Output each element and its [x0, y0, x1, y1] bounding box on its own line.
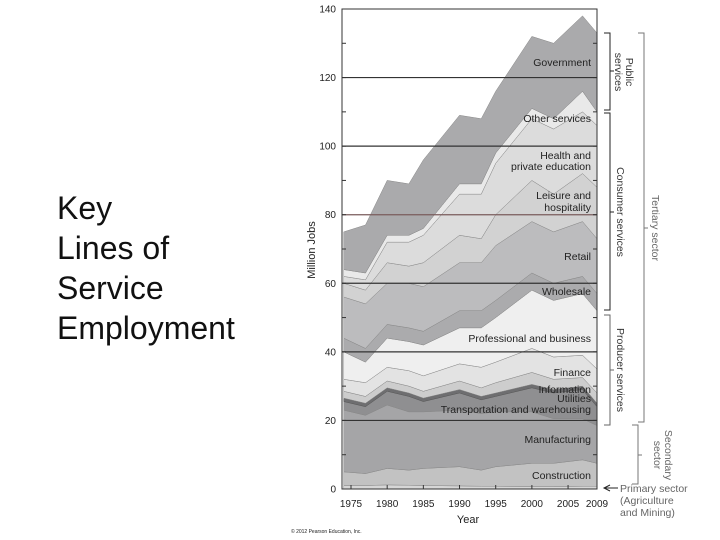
area-labels: Government Other services Health and pri… [441, 57, 592, 482]
x-tick-label: 1990 [448, 499, 471, 510]
label-health-2: private education [511, 161, 591, 173]
x-tick-label: 2000 [521, 499, 544, 510]
label-leisure-2: hospitality [544, 202, 591, 214]
title-line: Key [57, 190, 113, 226]
label-construction: Construction [532, 470, 591, 482]
label-transport: Transportation and warehousing [441, 404, 591, 416]
bracket-producer [604, 314, 614, 426]
label-primary-1: Primary sector [620, 483, 688, 495]
label-tertiary: Tertiary sector [649, 195, 661, 261]
label-leisure-1: Leisure and [536, 190, 591, 202]
x-tick-label: 1985 [412, 499, 435, 510]
title-line: Lines of [57, 230, 170, 266]
label-other-services: Other services [523, 113, 591, 125]
label-utilities: Utilities [557, 393, 591, 405]
y-axis-label: Million Jobs [306, 221, 318, 279]
label-consumer: Consumer services [614, 167, 626, 257]
x-axis-label: Year [457, 514, 480, 526]
label-primary-3: and Mining) [620, 507, 675, 519]
label-public-1: Public [623, 58, 635, 87]
area-layers [343, 15, 598, 490]
bracket-tertiary [638, 32, 648, 423]
title-line: Service [57, 270, 164, 306]
arrow-primary-icon [602, 484, 618, 492]
label-information: Information [538, 384, 591, 396]
y-tick-label: 20 [325, 416, 337, 427]
label-wholesale: Wholesale [542, 286, 591, 298]
label-primary-2: (Agriculture [620, 495, 674, 507]
label-professional: Professional and business [468, 333, 591, 345]
title-line: Employment [57, 310, 235, 346]
x-axis: 1975 1980 1985 1990 1995 2000 2005 2009 [340, 485, 609, 510]
label-finance: Finance [554, 367, 592, 379]
y-tick-label: 60 [325, 279, 337, 290]
y-tick-label: 80 [325, 210, 337, 221]
label-retail: Retail [564, 251, 591, 263]
label-public-2: services [612, 53, 624, 92]
x-tick-label: 1995 [485, 499, 508, 510]
slide-title: Key Lines of Service Employment [57, 188, 235, 348]
y-tick-label: 120 [319, 73, 336, 84]
label-secondary-2: sector [651, 441, 663, 470]
x-tick-label: 1975 [340, 499, 363, 510]
copyright: © 2012 Pearson Education, Inc. [291, 528, 362, 535]
bracket-secondary [632, 424, 642, 485]
y-tick-label: 100 [319, 142, 336, 153]
sector-brackets [602, 32, 648, 492]
label-secondary-1: Secondary [662, 430, 674, 481]
x-tick-label: 2009 [586, 499, 609, 510]
label-producer: Producer services [614, 328, 626, 412]
y-tick-label: 40 [325, 347, 337, 358]
x-tick-label: 2005 [557, 499, 580, 510]
x-tick-label: 1980 [376, 499, 399, 510]
bracket-public [604, 32, 614, 111]
label-government: Government [533, 57, 591, 69]
y-axis: 0 20 40 60 80 100 120 140 [319, 5, 597, 496]
gridlines [342, 76, 597, 422]
y-tick-label: 140 [319, 5, 336, 16]
label-health-1: Health and [540, 150, 591, 162]
bracket-consumer [604, 112, 614, 311]
label-manufacturing: Manufacturing [524, 434, 591, 446]
y-tick-label: 0 [330, 485, 336, 496]
